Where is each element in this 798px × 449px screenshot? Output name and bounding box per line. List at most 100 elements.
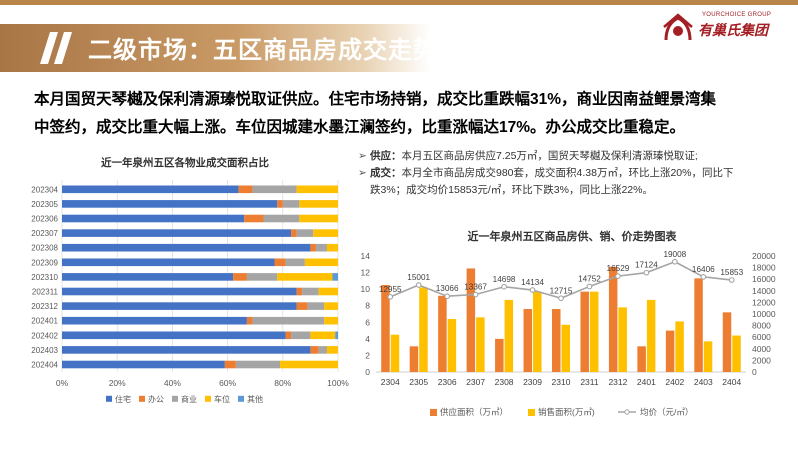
chart-title: 近一年泉州五区商品房供、销、价走势图表: [468, 229, 678, 243]
y-category-label: 202403: [31, 346, 58, 355]
y-right-tick-label: 10000: [752, 309, 776, 319]
bar-segment: [277, 200, 283, 208]
supply-bar: [523, 309, 533, 372]
price-data-label: 12715: [550, 286, 573, 295]
summary-text: 本月国贸天琴樾及保利清源瑧悦取证供应。住宅市场持销，成交比重跌幅31%，商业因南…: [34, 86, 779, 142]
bar-segment: [285, 258, 305, 267]
bar-segment: [307, 302, 325, 310]
bar-segment: [296, 302, 308, 310]
sales-bar: [561, 324, 570, 372]
sales-bar: [504, 299, 514, 372]
supply-bar: [381, 285, 390, 372]
legend-label: 商业: [181, 394, 197, 404]
bar-segment: [246, 273, 278, 281]
y-right-tick-label: 6000: [752, 332, 771, 342]
legend-swatch: [106, 395, 112, 402]
bar-segment: [277, 273, 333, 281]
deal-label: 成交：: [370, 167, 402, 179]
bar-segment: [62, 302, 297, 310]
legend-swatch: [430, 409, 437, 416]
bar-segment: [62, 360, 225, 369]
bar-segment: [304, 258, 338, 267]
top-accent-bar: [0, 0, 798, 5]
y-right-tick-label: 12000: [752, 297, 776, 307]
bar-segment: [274, 258, 286, 267]
x-tick-label: 2306: [438, 377, 457, 387]
bar-segment: [332, 273, 338, 281]
legend-label: 均价（元/㎡）: [640, 407, 693, 417]
x-tick-label: 20%: [109, 378, 126, 388]
bar-segment: [296, 185, 338, 194]
x-tick-label: 2404: [722, 377, 741, 387]
price-data-label: 14752: [578, 274, 601, 283]
y-right-tick-label: 16000: [752, 274, 776, 284]
supply-bar: [495, 338, 504, 372]
y-category-label: 202310: [31, 273, 58, 282]
bar-segment: [246, 316, 253, 325]
bar-segment: [62, 273, 234, 281]
x-tick-label: 80%: [274, 378, 291, 388]
legend-label: 车位: [214, 394, 230, 404]
bar-segment: [263, 214, 300, 223]
y-category-label: 202312: [31, 302, 58, 311]
bar-segment: [318, 287, 338, 296]
bar-segment: [310, 331, 336, 340]
sales-bar: [618, 307, 627, 372]
summary-line-2: 中签约，成交比重大幅上涨。车位因城建水墨江澜签约，比重涨幅达17%。办公成交比重…: [34, 119, 686, 136]
price-point: [615, 273, 621, 279]
deal-note: ➢ 成交：本月全市商品房成交980套，成交面积4.38万㎡，环比上涨20%，同比…: [358, 165, 778, 182]
logo-name: 有巢氏集团: [698, 22, 768, 38]
bar-segment: [238, 185, 253, 194]
price-point: [643, 269, 650, 276]
x-tick-label: 2401: [637, 377, 656, 387]
bar-segment: [326, 243, 338, 252]
bar-segment: [62, 200, 278, 208]
price-data-label: 15001: [407, 273, 430, 282]
supply-bar: [580, 291, 589, 372]
y-left-tick-label: 12: [361, 268, 371, 278]
bar-segment: [224, 360, 236, 369]
bar-segment: [296, 287, 303, 296]
price-data-label: 12955: [379, 285, 402, 294]
price-data-label: 13066: [436, 284, 459, 293]
market-notes: ➢ 供应：本月五区商品房供应7.25万㎡，国贸天琴樾及保利清源瑧悦取证; ➢ 成…: [358, 148, 778, 199]
y-right-tick-label: 2000: [752, 355, 771, 365]
price-point: [529, 287, 536, 293]
price-point: [472, 291, 479, 298]
y-right-tick-label: 14000: [752, 286, 776, 296]
x-tick-label: 2307: [466, 377, 485, 387]
y-right-tick-label: 20000: [752, 251, 776, 261]
x-tick-label: 100%: [327, 378, 349, 388]
y-category-label: 202308: [31, 244, 58, 253]
bar-segment: [62, 316, 247, 325]
y-category-label: 202305: [31, 200, 58, 209]
company-logo: [663, 13, 693, 41]
bar-segment: [62, 331, 286, 340]
bar-segment: [233, 273, 247, 281]
sales-bar: [390, 334, 400, 372]
deal-text-2: 跌3%；成交均价15853元/㎡，环比下跌3%，同比上涨22%。: [370, 184, 653, 196]
page-title: 二级市场：五区商品房成交走势: [88, 37, 438, 64]
sales-bar: [703, 341, 713, 372]
price-data-label: 16529: [607, 264, 630, 273]
bar-segment: [62, 243, 311, 252]
price-point: [728, 277, 735, 283]
supply-bar: [608, 266, 618, 372]
y-category-label: 202309: [31, 258, 58, 267]
y-category-label: 202404: [31, 361, 58, 370]
x-tick-label: 2309: [523, 377, 542, 387]
price-point: [444, 293, 451, 300]
bar-segment: [235, 360, 281, 369]
bar-segment: [326, 346, 338, 354]
deal-note-continued: 跌3%；成交均价15853元/㎡，环比下跌3%，同比上涨22%。: [358, 182, 778, 199]
bar-segment: [62, 229, 292, 237]
supply-bar: [637, 346, 646, 372]
legend-label: 销售面积(万㎡): [538, 407, 595, 417]
price-point: [501, 283, 507, 290]
bar-segment: [291, 331, 311, 340]
summary-line-1: 本月国贸天琴樾及保利清源瑧悦取证供应。住宅市场持销，成交比重跌幅31%，商业因南…: [34, 91, 717, 108]
supply-bar: [466, 268, 476, 372]
price-point: [558, 295, 564, 302]
bar-segment: [62, 258, 275, 267]
arrow-bullet-icon: ➢: [358, 167, 367, 179]
